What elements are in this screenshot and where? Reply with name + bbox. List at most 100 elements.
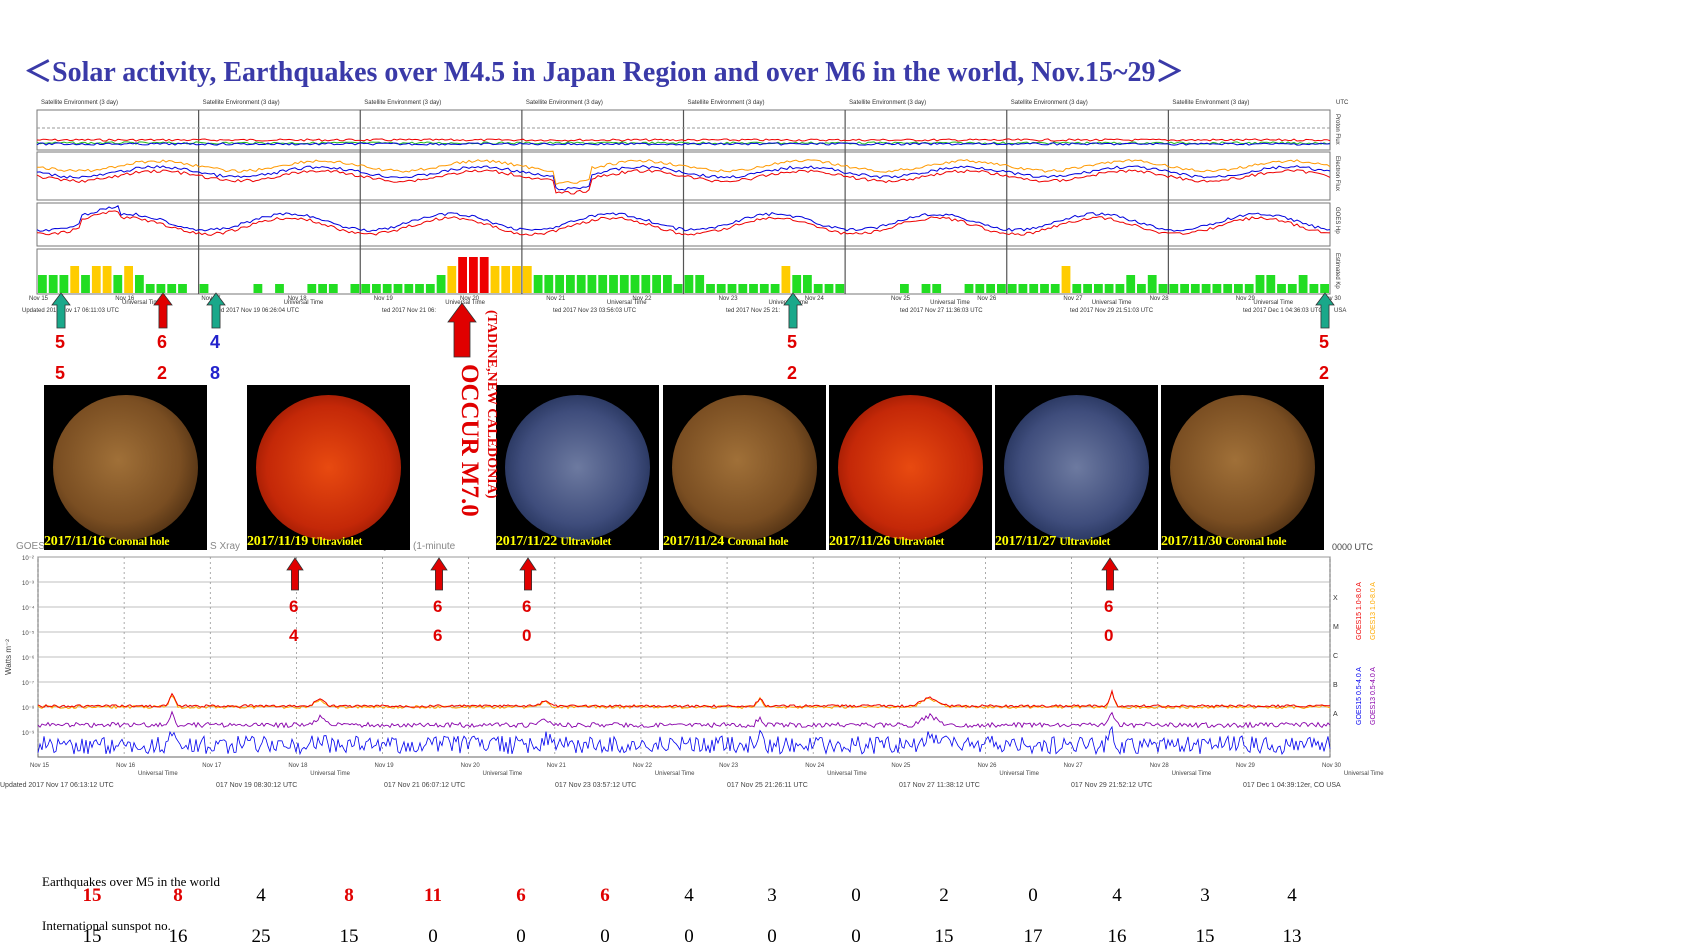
xray-arrow-digit: 6 [1104, 597, 1113, 616]
xray-y-tick: 10⁻⁷ [22, 680, 34, 687]
earthquake-count-cell: 11 [424, 885, 442, 906]
sun-image-date: 2017/11/16 [44, 534, 109, 549]
m7-occurrence-note: OCCUR M7.0 (TADINE,NEW CALEDONIA) [456, 302, 516, 542]
kp-bar [673, 284, 683, 293]
xray-date-tick: Nov 16 [116, 763, 136, 769]
kp-bar [1072, 284, 1082, 293]
kp-bar [1147, 275, 1157, 293]
kp-bar [803, 275, 812, 293]
xray-updated-text: 017 Nov 21 06:07:12 UTC [384, 782, 465, 789]
electron-flux-line [36, 159, 1331, 185]
xray-y-tick: 10⁻⁸ [22, 705, 35, 712]
sun-image: 2017/11/22 Ultraviolet [496, 385, 659, 550]
xray-arrow-digit: 6 [522, 597, 531, 616]
sun-image-date: 2017/11/30 [1161, 534, 1226, 549]
xray-universal-time-label: Universal Time [1344, 771, 1384, 777]
sunspot-count-cell: 0 [516, 926, 526, 947]
sunspot-count-cell: 0 [684, 926, 694, 947]
eq-row-label: Earthquakes over M5 in the world [42, 874, 220, 889]
xray-y-tick: 10⁻⁹ [22, 730, 35, 737]
kp-bar [1244, 284, 1254, 293]
kp-bar [835, 284, 845, 293]
kp-bar [522, 266, 532, 293]
sun-image: 2017/11/19 Ultraviolet [247, 385, 410, 550]
sat-date-tick: Nov 15 [29, 296, 49, 302]
sat-updated-text: ted 2017 Nov 29 21:51:03 UTC [1070, 308, 1154, 314]
kp-bar [469, 257, 478, 293]
xray-date-tick: Nov 20 [461, 763, 481, 769]
xray-updated-text: 017 Nov 25 21:26:11 UTC [727, 782, 808, 789]
kp-bar [576, 275, 586, 293]
sun-image-caption: 2017/11/22 Ultraviolet [496, 533, 659, 550]
sun-image-kind: Ultraviolet [1059, 536, 1111, 548]
m7-note-svg: OCCUR M7.0 (TADINE,NEW CALEDONIA) [456, 310, 499, 517]
green-up-arrow [783, 292, 803, 329]
kp-bar [48, 275, 58, 293]
xray-y-tick: 10⁻⁴ [22, 605, 35, 612]
xray-series-goes15-long [37, 689, 1330, 708]
xray-arrow-digit: 6 [433, 626, 442, 645]
xray-date-tick: Nov 28 [1150, 763, 1170, 769]
sun-disk [53, 395, 198, 540]
sun-image-caption: 2017/11/26 Ultraviolet [829, 533, 992, 550]
xray-class-label: C [1333, 653, 1338, 660]
xray-date-tick: Nov 22 [633, 763, 653, 769]
kp-bar [178, 284, 187, 293]
electron-flux-line [36, 169, 1331, 195]
xray-universal-time-label: Universal Time [138, 771, 178, 777]
xray-date-tick: Nov 19 [375, 763, 395, 769]
kp-bar [975, 284, 985, 293]
sat-date-tick: Nov 29 [1236, 296, 1256, 302]
xray-updated-text: 017 Nov 29 21:52:12 UTC [1071, 782, 1152, 789]
kp-bar [921, 284, 931, 293]
kp-bar [738, 284, 748, 293]
kp-bar [479, 257, 489, 293]
xray-arrow-digit: 0 [522, 626, 531, 645]
kp-bar [350, 284, 360, 293]
kp-bar [619, 275, 629, 293]
xray-red-up-arrow [519, 557, 537, 591]
sat-universal-time-label: Universal Time [1092, 300, 1132, 306]
kp-bar [1190, 284, 1200, 293]
kp-bar [566, 275, 575, 293]
earthquake-count-cell: 8 [344, 885, 354, 906]
sat-updated-text: ted 2017 Nov 27 11:36:03 UTC [900, 308, 983, 314]
xray-arrow-digit: 4 [289, 626, 299, 645]
sat-updated-text: Updated 2017 Nov 17 06:11:03 UTC [22, 308, 120, 314]
m7-note-line2: (TADINE,NEW CALEDONIA) [484, 310, 499, 499]
sat-date-tick: Nov 26 [977, 296, 997, 302]
kp-bar [1115, 284, 1125, 293]
kp-bar [156, 284, 166, 293]
sun-image: 2017/11/24 Coronal hole [663, 385, 826, 550]
sat-updated-text: ted 2017 Nov 19 06:26:04 UTC [216, 308, 300, 314]
kp-bar [372, 284, 381, 293]
sun-image-date: 2017/11/19 [247, 534, 312, 549]
kp-bar [1158, 284, 1168, 293]
kp-bar [900, 284, 909, 293]
kp-bar [425, 284, 435, 293]
xray-date-tick: Nov 29 [1236, 763, 1256, 769]
kp-bar [1094, 284, 1103, 293]
kp-bar [436, 275, 446, 293]
xray-red-up-arrow [286, 557, 304, 591]
kp-bar [70, 266, 80, 293]
sun-image-date: 2017/11/22 [496, 534, 561, 549]
kp-bar [1255, 275, 1265, 293]
xray-date-tick: Nov 27 [1064, 763, 1084, 769]
kp-bar [932, 284, 942, 293]
xray-updated-text: 017 Nov 23 03:57:12 UTC [555, 782, 636, 789]
kp-bar [59, 275, 69, 293]
goes-hp-line [36, 210, 1331, 236]
sun-image-kind: Coronal hole [108, 536, 170, 548]
xray-universal-time-label: Universal Time [483, 771, 523, 777]
kp-bar [544, 275, 554, 293]
kp-bar [1309, 284, 1319, 293]
kp-bar [1266, 275, 1276, 293]
sat-panel-title: Satellite Environment (3 day) [1172, 100, 1249, 106]
kp-bar [124, 266, 133, 293]
kp-bar [275, 284, 284, 293]
kp-bar [113, 275, 123, 293]
kp-bar [501, 266, 511, 293]
sun-disk [672, 395, 817, 540]
